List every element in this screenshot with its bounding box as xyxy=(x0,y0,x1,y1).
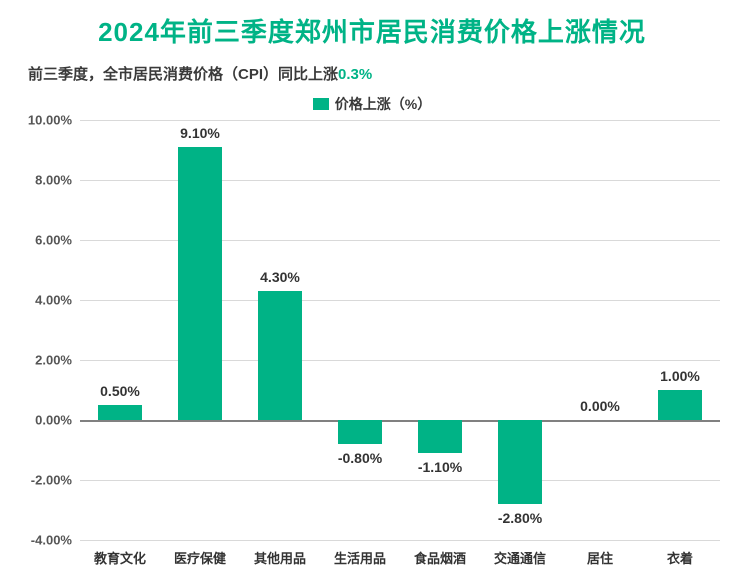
x-tick-label: 居住 xyxy=(587,548,613,567)
bar-value-label: 0.50% xyxy=(100,383,140,399)
bar-value-label: -0.80% xyxy=(338,450,382,466)
chart-container: 2024年前三季度郑州市居民消费价格上涨情况 前三季度，全市居民消费价格（CPI… xyxy=(0,0,744,585)
bar xyxy=(498,420,542,504)
bar-value-label: -2.80% xyxy=(498,510,542,526)
grid-line xyxy=(80,360,720,361)
bar xyxy=(418,420,462,453)
grid-line xyxy=(80,540,720,541)
bar xyxy=(98,405,142,420)
bar xyxy=(258,291,302,420)
y-tick-label: -4.00% xyxy=(31,533,72,548)
subtitle-highlight: 0.3% xyxy=(338,66,372,83)
legend-label: 价格上涨（%） xyxy=(335,96,431,112)
subtitle-prefix: 前三季度，全市居民消费价格（CPI）同比上涨 xyxy=(28,66,338,83)
y-tick-label: 10.00% xyxy=(28,113,72,128)
y-tick-label: 6.00% xyxy=(35,233,72,248)
chart-title: 2024年前三季度郑州市居民消费价格上涨情况 xyxy=(20,12,724,49)
bar xyxy=(658,390,702,420)
bar-value-label: -1.10% xyxy=(418,459,462,475)
grid-line xyxy=(80,480,720,481)
y-tick-label: 4.00% xyxy=(35,293,72,308)
y-tick-label: -2.00% xyxy=(31,473,72,488)
y-tick-label: 8.00% xyxy=(35,173,72,188)
x-tick-label: 生活用品 xyxy=(334,548,386,567)
x-tick-label: 教育文化 xyxy=(94,548,146,567)
x-tick-label: 衣着 xyxy=(667,548,693,567)
y-tick-label: 0.00% xyxy=(35,413,72,428)
legend-swatch xyxy=(313,98,329,110)
bar-value-label: 4.30% xyxy=(260,269,300,285)
y-tick-label: 2.00% xyxy=(35,353,72,368)
x-tick-label: 食品烟酒 xyxy=(414,548,466,567)
grid-line xyxy=(80,120,720,121)
grid-line xyxy=(80,240,720,241)
bar xyxy=(178,147,222,420)
grid-line xyxy=(80,180,720,181)
x-tick-label: 其他用品 xyxy=(254,548,306,567)
legend: 价格上涨（%） xyxy=(20,94,724,114)
plot-area: -4.00%-2.00%0.00%2.00%4.00%6.00%8.00%10.… xyxy=(80,120,720,540)
x-tick-label: 交通通信 xyxy=(494,548,546,567)
bar-value-label: 9.10% xyxy=(180,125,220,141)
x-tick-label: 医疗保健 xyxy=(174,548,226,567)
subtitle: 前三季度，全市居民消费价格（CPI）同比上涨0.3% xyxy=(20,63,724,84)
bar xyxy=(338,420,382,444)
grid-line xyxy=(80,420,720,422)
bar-value-label: 0.00% xyxy=(580,398,620,414)
bar-value-label: 1.00% xyxy=(660,368,700,384)
grid-line xyxy=(80,300,720,301)
